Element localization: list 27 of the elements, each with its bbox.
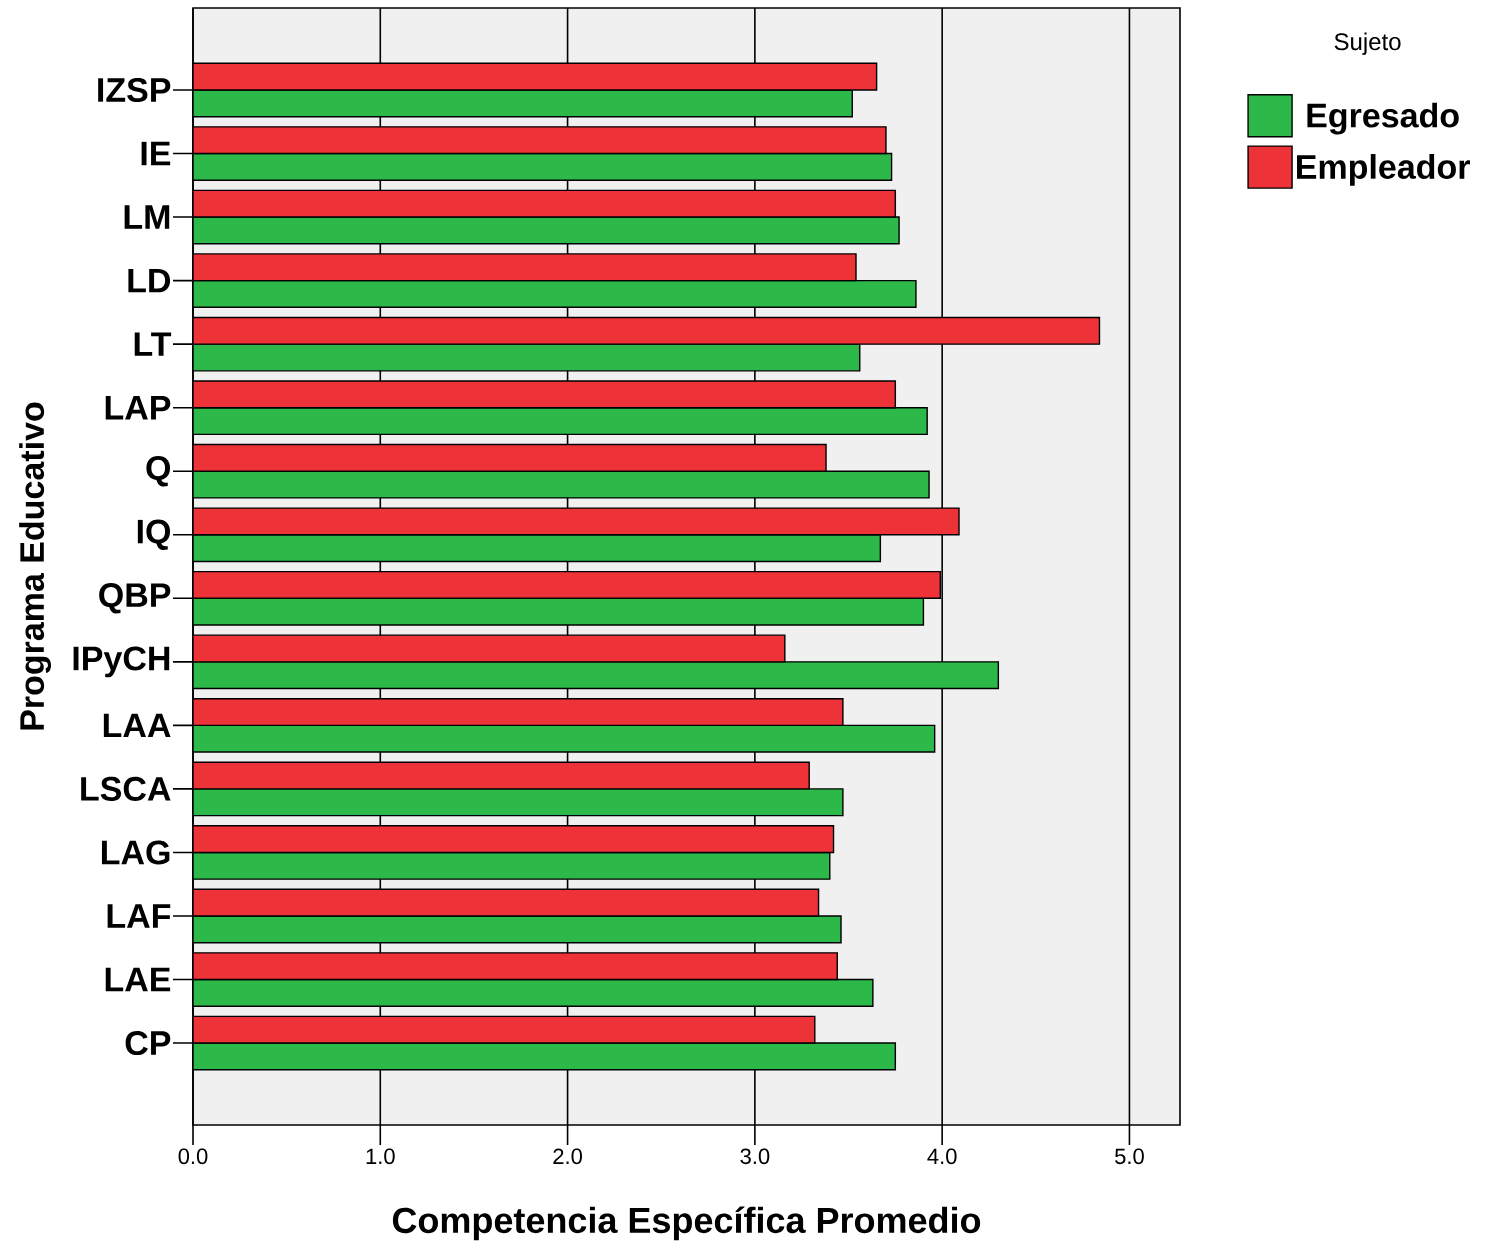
legend-title: Sujeto xyxy=(1334,32,1401,55)
y-tick-label: LD xyxy=(128,268,171,293)
y-tick-label: IPyCH xyxy=(73,646,170,678)
y-tick-label: LAA xyxy=(103,713,171,738)
y-tick-label: LAG xyxy=(101,840,170,865)
y-tick-label: CP xyxy=(125,1031,171,1056)
x-tick-label: 5.0 xyxy=(1115,1148,1144,1165)
y-tick-label: LAP xyxy=(105,395,171,420)
x-tick-label: 2.0 xyxy=(553,1148,583,1165)
y-tick-label: LAF xyxy=(107,904,171,928)
x-tick-label: 1.0 xyxy=(366,1148,395,1165)
legend-label: Egresado xyxy=(1307,102,1459,135)
y-tick-label: IQ xyxy=(137,519,171,550)
y-tick-label: LM xyxy=(124,205,170,229)
y-tick-label: QBP xyxy=(99,583,171,614)
y-tick-label: LSCA xyxy=(81,776,171,801)
y-tick-label: IE xyxy=(141,141,171,166)
y-tick-label: Q xyxy=(146,456,171,487)
x-axis-title: Competencia Específica Promedio xyxy=(392,1206,981,1241)
y-tick-label: IZSP xyxy=(98,77,171,103)
legend-label: Empleador xyxy=(1297,154,1470,186)
x-tick-label: 0.0 xyxy=(178,1148,208,1165)
y-axis-title: Programa Educativo xyxy=(19,402,51,730)
x-tick-label: 3.0 xyxy=(740,1148,770,1165)
y-tick-label: LT xyxy=(134,332,172,356)
y-tick-label: LAE xyxy=(105,967,171,992)
x-tick-label: 4.0 xyxy=(927,1148,957,1165)
